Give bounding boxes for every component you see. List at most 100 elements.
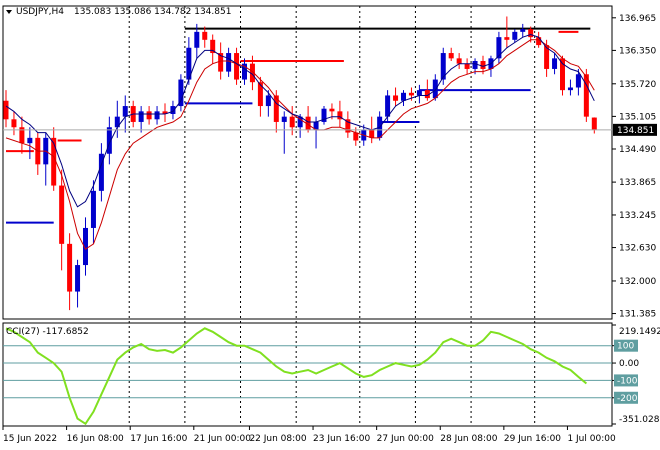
- candle-body: [385, 95, 391, 117]
- cci-line: [5, 327, 588, 426]
- bullish-candle: [194, 23, 200, 59]
- time-tick-label: 15 Jun 2022: [3, 434, 57, 444]
- candle-body: [552, 58, 558, 69]
- candle-body: [281, 116, 287, 122]
- bullish-candle: [114, 100, 120, 138]
- candle-body: [98, 153, 104, 191]
- candle-body: [464, 63, 470, 69]
- candle-body: [544, 45, 550, 69]
- candle-body: [353, 132, 359, 141]
- bullish-candle: [520, 23, 526, 38]
- bullish-candle: [83, 217, 88, 276]
- time-tick-label: 1 Jul 00:00: [567, 434, 616, 444]
- price-tick-label: 135.720: [619, 80, 656, 90]
- candle-body: [234, 53, 240, 80]
- bearish-candle: [337, 100, 343, 128]
- bullish-candle: [90, 180, 96, 244]
- bearish-candle: [257, 76, 263, 117]
- cci-series: [5, 327, 588, 426]
- cci-panel-frame: [2, 322, 613, 427]
- candle-body: [329, 108, 335, 112]
- time-tick-label: 27 Jun 00:00: [377, 434, 434, 444]
- candle-body: [178, 79, 184, 107]
- candle-body: [345, 119, 351, 133]
- bearish-candle: [162, 103, 168, 122]
- candle-body: [560, 58, 565, 91]
- price-tick-label: 134.490: [619, 145, 656, 155]
- candle-body: [440, 53, 446, 80]
- fast-moving-average: [5, 33, 595, 208]
- time-tick-label: 21 Jun 00:00: [194, 434, 251, 444]
- candle-body: [83, 227, 88, 266]
- price-tick-label: 132.000: [619, 277, 656, 287]
- bullish-candle: [27, 127, 33, 160]
- cci-tick-label: 100: [617, 342, 634, 352]
- candle-body: [202, 31, 208, 40]
- collapse-triangle-icon[interactable]: [6, 10, 12, 14]
- bearish-candle: [345, 111, 351, 138]
- bearish-candle: [273, 90, 279, 133]
- vertical-grid: [128, 6, 536, 426]
- cci-label: CCI(27) -117.6852: [6, 327, 89, 337]
- price-axis: 136.965 136.350 135.720 135.105 134.490 133.8…: [612, 14, 657, 320]
- candle-body: [432, 79, 438, 99]
- candle-body: [337, 111, 343, 120]
- candle-body: [242, 63, 247, 80]
- candle-body: [59, 185, 65, 244]
- candle-body: [162, 111, 168, 115]
- price-tick-label: 132.630: [619, 244, 656, 254]
- symbol-header: USDJPY,H4 135.083 135.086 134.782 134.85…: [6, 7, 231, 17]
- candle-body: [138, 111, 144, 122]
- candle-body: [472, 61, 478, 69]
- price-tick-label: 136.350: [619, 46, 656, 56]
- bullish-candle: [178, 74, 184, 112]
- candle-body: [106, 127, 112, 154]
- candle-body: [51, 137, 57, 186]
- candle-body: [27, 137, 33, 144]
- bearish-candle: [11, 111, 17, 136]
- current-price-label: 134.851: [617, 126, 654, 136]
- moving-averages: [3, 33, 612, 250]
- candle-body: [257, 82, 263, 107]
- bearish-candle: [504, 16, 510, 48]
- bullish-candle: [416, 84, 422, 104]
- candle-body: [289, 116, 295, 128]
- candle-body: [520, 29, 526, 32]
- bullish-candle: [154, 106, 160, 125]
- candle-body: [408, 92, 414, 96]
- bearish-candle: [424, 79, 430, 101]
- candle-body: [416, 90, 422, 96]
- candle-body: [567, 87, 573, 91]
- candle-body: [297, 116, 303, 128]
- cci-tick-label: -200: [617, 394, 638, 404]
- candle-body: [67, 243, 73, 292]
- bullish-candle: [75, 259, 81, 308]
- bearish-candle: [464, 58, 470, 75]
- price-tick-label: 136.965: [619, 14, 656, 24]
- candle-body: [90, 190, 96, 228]
- candle-body: [369, 129, 375, 138]
- time-tick-label: 22 Jun 08:00: [249, 434, 306, 444]
- candle-body: [528, 29, 534, 38]
- candle-body: [170, 106, 176, 115]
- candle-body: [496, 37, 502, 59]
- bullish-candle: [567, 79, 573, 96]
- candle-body: [456, 58, 462, 64]
- bearish-candle: [59, 169, 65, 271]
- candle-body: [265, 95, 271, 107]
- bearish-candle: [560, 55, 565, 96]
- bearish-candle: [67, 233, 73, 311]
- bullish-candle: [432, 74, 438, 101]
- bullish-candle: [265, 90, 271, 117]
- bullish-candle: [106, 116, 112, 165]
- time-tick-label: 23 Jun 16:00: [313, 434, 370, 444]
- bearish-candle: [448, 47, 454, 62]
- candle-body: [424, 90, 430, 99]
- price-panel-frame: [2, 5, 613, 320]
- bullish-candle: [401, 90, 406, 107]
- bearish-candle: [305, 106, 311, 133]
- candle-body: [273, 95, 279, 122]
